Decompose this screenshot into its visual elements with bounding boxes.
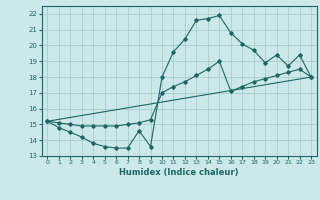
X-axis label: Humidex (Indice chaleur): Humidex (Indice chaleur) bbox=[119, 168, 239, 177]
